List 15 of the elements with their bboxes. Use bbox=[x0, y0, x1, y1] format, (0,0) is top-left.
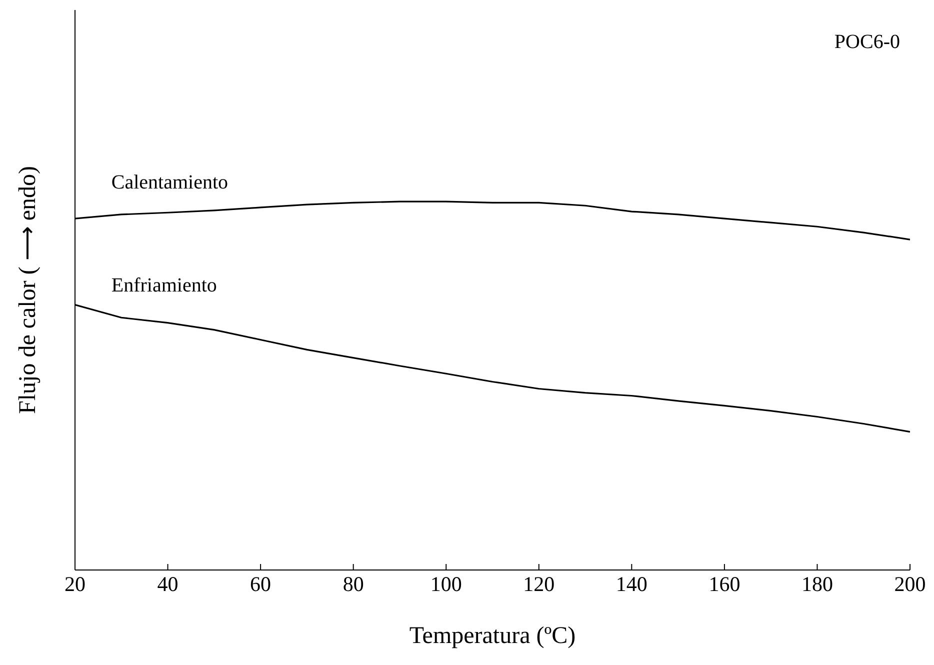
x-tick-label: 40 bbox=[157, 572, 178, 596]
series-label: Enfriamiento bbox=[111, 274, 217, 297]
x-tick-label: 60 bbox=[250, 572, 272, 596]
text: POC6-0 bbox=[834, 31, 900, 53]
x-tick-label: 160 bbox=[708, 572, 740, 596]
x-tick-label: 120 bbox=[523, 572, 555, 596]
x-tick-label: 100 bbox=[430, 572, 462, 596]
x-tick-label: 20 bbox=[64, 572, 86, 596]
x-tick-label: 180 bbox=[801, 572, 833, 596]
x-tick-label: 140 bbox=[616, 572, 648, 596]
x-tick-label: 200 bbox=[894, 572, 926, 596]
x-tick-label: 80 bbox=[342, 572, 364, 596]
x-axis-title: Temperatura (ºC) bbox=[408, 623, 577, 650]
series-label: Calentamiento bbox=[111, 171, 228, 194]
y-axis-title: Flujo de calor ( ⟶ endo) bbox=[14, 166, 42, 414]
